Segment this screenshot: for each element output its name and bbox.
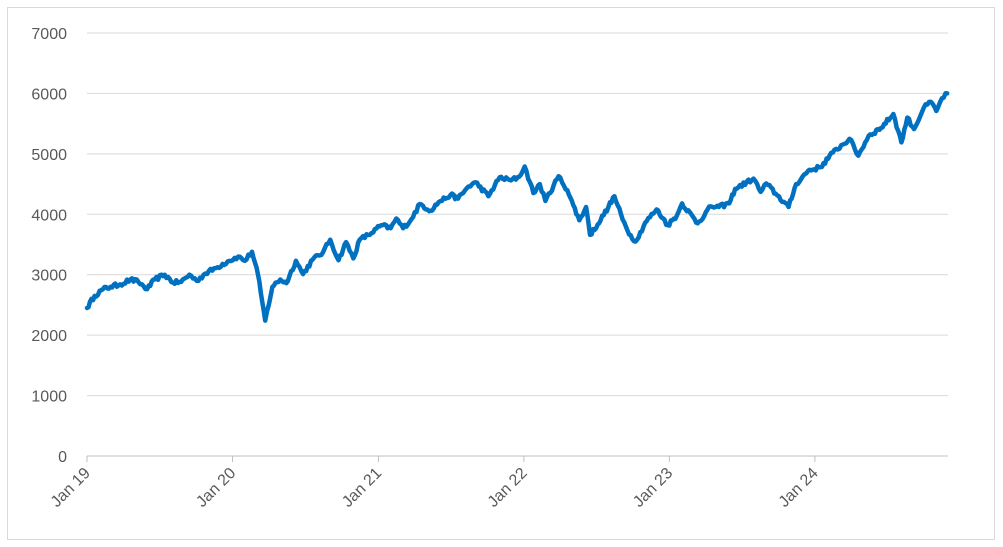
series-line <box>84 91 950 323</box>
y-tick-label: 6000 <box>31 86 67 103</box>
gridlines <box>87 32 948 397</box>
x-axis: Jan 19 Jan 20 Jan 21 Jan 22 Jan 23 Jan 24 <box>48 455 948 511</box>
x-tick-label: Jan 20 <box>193 465 239 511</box>
x-tick-label: Jan 19 <box>48 465 94 511</box>
y-tick-label: 2000 <box>31 328 67 345</box>
y-tick-label: 0 <box>58 449 67 466</box>
chart-frame <box>7 7 995 540</box>
y-axis-tick-labels: 0 1000 2000 3000 4000 5000 6000 7000 <box>31 26 67 466</box>
y-tick-label: 4000 <box>31 207 67 224</box>
x-tick-label: Jan 23 <box>630 465 676 511</box>
y-tick-label: 1000 <box>31 389 67 406</box>
series-layer <box>84 91 950 323</box>
y-tick-label: 3000 <box>31 268 67 285</box>
x-tick-label: Jan 21 <box>339 465 385 511</box>
y-tick-label: 5000 <box>31 147 67 164</box>
y-tick-label: 7000 <box>31 26 67 43</box>
x-tick-label: Jan 22 <box>485 465 531 511</box>
x-tick-label: Jan 24 <box>776 465 822 511</box>
